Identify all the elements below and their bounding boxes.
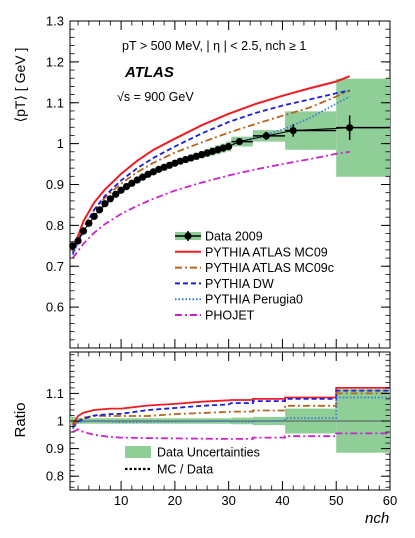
- data-point: [262, 132, 270, 140]
- experiment-label: ATLAS: [124, 64, 174, 81]
- data-point: [112, 190, 120, 198]
- legend-label: PYTHIA DW: [205, 277, 274, 291]
- ratio-y-tick-label: 1.1: [46, 386, 64, 401]
- ratio-curve-pythia-atlas-mc09: [71, 386, 390, 426]
- data-point: [74, 237, 82, 245]
- legend-label: Data Uncertainties: [157, 446, 260, 460]
- ratio-mc-curves: [71, 386, 390, 440]
- selection-conditions: pT > 500 MeV, | η | < 2.5, nch ≥ 1: [122, 39, 306, 53]
- legend-label: PHOJET: [205, 309, 255, 323]
- mc-curve-pythia-atlas-mc09c: [71, 89, 351, 253]
- mc-curve-pythia-atlas-mc09: [71, 75, 351, 251]
- data-point: [117, 186, 125, 194]
- y-tick-label: 1.3: [46, 14, 64, 29]
- x-tick-label: 20: [168, 493, 182, 508]
- x-tick-label: 40: [275, 493, 289, 508]
- legend-item-mc-data: MC / Data: [125, 463, 213, 477]
- data-point: [289, 126, 297, 135]
- ratio-curve-phojet: [72, 428, 390, 440]
- ratio-y-axis-label: Ratio: [12, 402, 29, 437]
- x-tick-label: 30: [221, 493, 235, 508]
- data-point: [139, 173, 147, 181]
- data-point: [101, 200, 109, 208]
- legend-item: PYTHIA ATLAS MC09c: [175, 261, 334, 275]
- main-axis-ticks: 0.6 0.7 0.8 0.9 1 1.1 1.2 1.3: [46, 14, 391, 349]
- main-data-points: [69, 115, 390, 250]
- data-point: [235, 137, 244, 146]
- legend-label: PYTHIA ATLAS MC09: [205, 245, 328, 259]
- data-point: [85, 219, 93, 227]
- energy-label: √s = 900 GeV: [117, 90, 194, 104]
- legend-label: MC / Data: [157, 463, 213, 477]
- data-point: [225, 142, 233, 151]
- data-point: [79, 227, 88, 235]
- legend-label: Data 2009: [205, 230, 263, 244]
- mc-curve-phojet: [71, 150, 350, 259]
- data-point: [106, 195, 114, 203]
- data-point: [95, 206, 104, 214]
- data-point: [122, 182, 131, 191]
- ratio-curve-pythia-atlas-mc09c: [72, 392, 390, 428]
- legend-item: PYTHIA ATLAS MC09: [175, 245, 328, 259]
- mc-curve-pythia-dw: [71, 89, 350, 255]
- data-point: [346, 124, 354, 132]
- y-tick-label: 0.8: [46, 218, 64, 233]
- x-axis-label: nch: [365, 510, 389, 527]
- ratio-y-tick-label: 0.9: [46, 441, 64, 456]
- legend-label: PYTHIA Perugia0: [205, 293, 303, 307]
- x-tick-label: 10: [114, 493, 128, 508]
- main-uncertainty-band: [70, 78, 390, 249]
- data-point: [90, 212, 98, 220]
- legend-item: PHOJET: [175, 309, 255, 323]
- main-y-axis-label: ⟨pT⟩ [ GeV ]: [12, 48, 28, 123]
- y-tick-label: 0.6: [46, 300, 64, 315]
- y-tick-label: 0.7: [46, 259, 64, 274]
- legend-label: PYTHIA ATLAS MC09c: [205, 261, 334, 275]
- legend-item-data: Data 2009: [175, 230, 263, 244]
- x-tick-label: 50: [329, 493, 343, 508]
- legend-band-swatch: [125, 446, 151, 458]
- legend-marker-swatch: [184, 232, 192, 240]
- ratio-axis-ticks: 0.8 0.9 1 1.1 10 20 30 40 50 60: [46, 352, 397, 508]
- legend-item-uncertainty: Data Uncertainties: [125, 446, 260, 460]
- ratio-legend: Data Uncertainties MC / Data: [125, 446, 260, 477]
- y-tick-label: 1.1: [46, 95, 64, 110]
- data-point: [69, 242, 77, 250]
- ratio-panel: 0.8 0.9 1 1.1 10 20 30 40 50 60 Ratio nch Data Un…: [12, 351, 397, 527]
- data-point: [144, 170, 152, 178]
- y-tick-label: 1.2: [46, 54, 64, 69]
- ratio-y-tick-label: 0.8: [46, 469, 64, 484]
- data-point: [133, 176, 141, 184]
- legend-item: PYTHIA Perugia0: [175, 293, 303, 307]
- ratio-curve-pythia-dw: [72, 389, 390, 429]
- ratio-y-tick-label: 1: [57, 414, 64, 429]
- y-tick-label: 1: [57, 136, 64, 151]
- y-tick-label: 0.9: [46, 177, 64, 192]
- data-point: [149, 168, 157, 176]
- main-panel: 0.6 0.7 0.8 0.9 1 1.1 1.2 1.3 ⟨pT⟩ [ GeV ] pT >…: [12, 14, 391, 349]
- legend-item: PYTHIA DW: [175, 277, 274, 291]
- data-point: [128, 179, 136, 187]
- x-tick-label: 60: [383, 493, 397, 508]
